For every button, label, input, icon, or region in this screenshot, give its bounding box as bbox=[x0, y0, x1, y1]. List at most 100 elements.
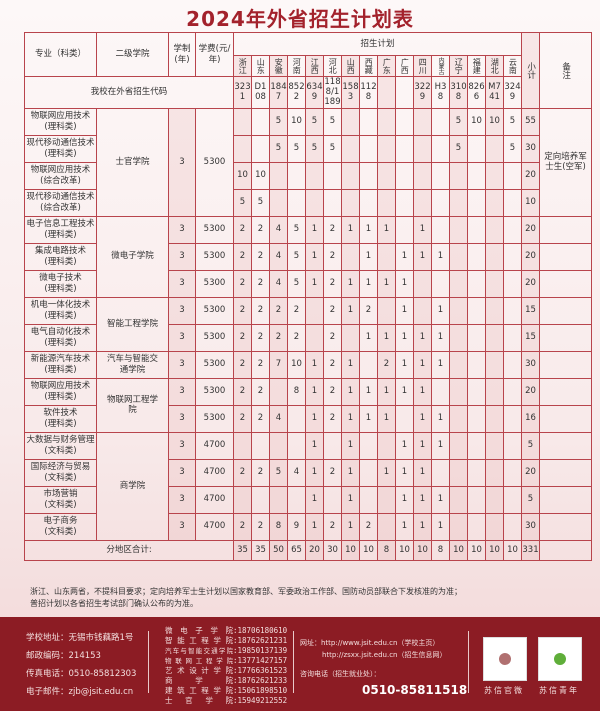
total-value: 10 bbox=[502, 539, 523, 561]
plan-value: 1 bbox=[359, 215, 378, 244]
plan-value bbox=[359, 107, 378, 136]
total-value: 50 bbox=[269, 539, 288, 561]
plan-value bbox=[467, 404, 486, 433]
fee-cell: 4700 bbox=[195, 512, 234, 541]
plan-value bbox=[502, 215, 523, 244]
email-link[interactable]: 电子邮件：zjb@jsit.edu.cn bbox=[26, 687, 134, 697]
fee-cell: 5300 bbox=[195, 107, 234, 217]
plan-value: 5 bbox=[449, 107, 468, 136]
major-category: (理科类) bbox=[44, 391, 77, 402]
plan-value: 1 bbox=[395, 377, 414, 406]
plan-value bbox=[449, 296, 468, 325]
plan-value: 1 bbox=[341, 296, 360, 325]
plan-value bbox=[377, 134, 396, 163]
major-name: 物联网应用技术 bbox=[30, 111, 91, 122]
fee-cell: 5300 bbox=[195, 350, 234, 379]
major-category: (文科类) bbox=[44, 526, 77, 537]
plan-value bbox=[449, 431, 468, 460]
table-row: 电子信息工程技术 (理科类) 微电子学院 3 5300 2 2 4 5 1 2 1 1 1 1 20 bbox=[24, 215, 593, 298]
major-category: (理科类) bbox=[44, 256, 77, 267]
plan-value: 2 bbox=[323, 269, 342, 298]
qr-label: 苏信官微 bbox=[484, 686, 524, 695]
plan-value: 1 bbox=[431, 350, 450, 379]
college-phone: 汽车与智能交通学院:19850137139 bbox=[165, 646, 287, 656]
fee-cell: 5300 bbox=[195, 296, 234, 325]
table-row: 软件技术 (理科类) 3 5300 2 2 4 1 2 1 1 1 1 1 16 bbox=[24, 404, 593, 433]
total-label: 分地区合计: bbox=[24, 539, 234, 561]
college-phone: 微电子学院:18706180610 bbox=[165, 626, 287, 636]
years-cell: 3 bbox=[168, 215, 196, 244]
plan-value bbox=[485, 323, 504, 352]
plan-value: 1 bbox=[431, 323, 450, 352]
plan-value: 2 bbox=[323, 458, 342, 487]
plan-value bbox=[467, 215, 486, 244]
plan-value bbox=[377, 188, 396, 217]
major-cell: 现代移动通信技术 (综合改革) bbox=[24, 188, 97, 217]
plan-value bbox=[269, 431, 288, 460]
plan-value bbox=[431, 161, 450, 190]
plan-value bbox=[341, 107, 360, 136]
fax: 传真电话：0510-85812303 bbox=[26, 669, 137, 679]
plan-value bbox=[467, 512, 486, 541]
fee-cell: 5300 bbox=[195, 377, 234, 406]
subtotal-cell: 20 bbox=[521, 242, 541, 271]
college-name: 微电子学院 bbox=[165, 626, 233, 635]
plan-value bbox=[251, 431, 270, 460]
major-cell: 现代移动通信技术 (理科类) bbox=[24, 134, 97, 163]
plan-value bbox=[485, 377, 504, 406]
fee-cell: 5300 bbox=[195, 323, 234, 352]
plan-value: 5 bbox=[449, 134, 468, 163]
fee-cell: 5300 bbox=[195, 269, 234, 298]
subtotal-cell: 20 bbox=[521, 215, 541, 244]
plan-value: 2 bbox=[251, 458, 270, 487]
plan-value bbox=[485, 215, 504, 244]
plan-value: 5 bbox=[287, 242, 306, 271]
table-row: 物联网应用技术 (理科类) 士官学院 3 5300 5 10 5 5 5 10 10 5 55 定向培养军士… bbox=[24, 107, 593, 217]
plan-value: 2 bbox=[323, 350, 342, 379]
plan-value bbox=[359, 188, 378, 217]
page-title: 2024年外省招生计划表 bbox=[186, 7, 414, 31]
table-row: 现代移动通信技术 (综合改革) 5 5 10 bbox=[24, 188, 592, 217]
plan-value: 1 bbox=[431, 431, 450, 460]
website-link-admissions[interactable]: http://zsxx.jsit.edu.cn（招生信息网） bbox=[322, 651, 447, 659]
major-cell: 市场营销 (文科类) bbox=[24, 485, 97, 514]
table-row: 市场营销 (文科类) 3 4700 1 1 1 1 1 5 bbox=[24, 485, 593, 514]
plan-value bbox=[467, 431, 486, 460]
major-cell: 电子商务 (文科类) bbox=[24, 512, 97, 541]
plan-value: 1 bbox=[377, 377, 396, 406]
header-province: 山西 bbox=[341, 55, 360, 77]
plan-value bbox=[467, 296, 486, 325]
plan-value bbox=[377, 431, 396, 460]
plan-value: 1 bbox=[305, 485, 324, 514]
plan-value: 2 bbox=[323, 377, 342, 406]
plan-value bbox=[502, 269, 523, 298]
header-province: 广东 bbox=[377, 55, 396, 77]
plan-value bbox=[485, 134, 504, 163]
header-note: 备注 bbox=[539, 32, 593, 109]
total-value: 10 bbox=[485, 539, 504, 561]
total-value: 35 bbox=[233, 539, 252, 561]
major-name: 现代移动通信技术 bbox=[26, 192, 95, 203]
major-name: 电子信息工程技术 bbox=[26, 219, 95, 230]
plan-value: 1 bbox=[305, 404, 324, 433]
note-cell bbox=[539, 296, 593, 325]
plan-value: 1 bbox=[413, 323, 432, 352]
plan-value: 2 bbox=[269, 323, 288, 352]
province-code: 6349 bbox=[305, 76, 324, 109]
plan-value: 2 bbox=[233, 458, 252, 487]
website-link-main[interactable]: http://www.jsit.edu.cn（学校主页） bbox=[321, 639, 440, 647]
plan-value: 2 bbox=[233, 269, 252, 298]
plan-value: 1 bbox=[395, 512, 414, 541]
note-cell bbox=[539, 485, 593, 514]
plan-value: 2 bbox=[251, 377, 270, 406]
plan-value: 10 bbox=[287, 107, 306, 136]
plan-value: 1 bbox=[359, 269, 378, 298]
table-row: 物联网应用技术 (理科类) 物联网工程学院 3 5300 2 2 8 1 2 1 1 1 1 1 20 bbox=[24, 377, 593, 433]
plan-value bbox=[449, 377, 468, 406]
plan-value bbox=[359, 350, 378, 379]
table-row: 微电子技术 (理科类) 3 5300 2 2 4 5 1 2 1 1 1 1 20 bbox=[24, 269, 593, 298]
note-cell bbox=[539, 215, 593, 244]
subtotal-cell: 16 bbox=[521, 404, 541, 433]
table-row: 现代移动通信技术 (理科类) 5 5 5 5 5 5 30 bbox=[24, 134, 592, 163]
subtotal-cell: 30 bbox=[521, 512, 541, 541]
